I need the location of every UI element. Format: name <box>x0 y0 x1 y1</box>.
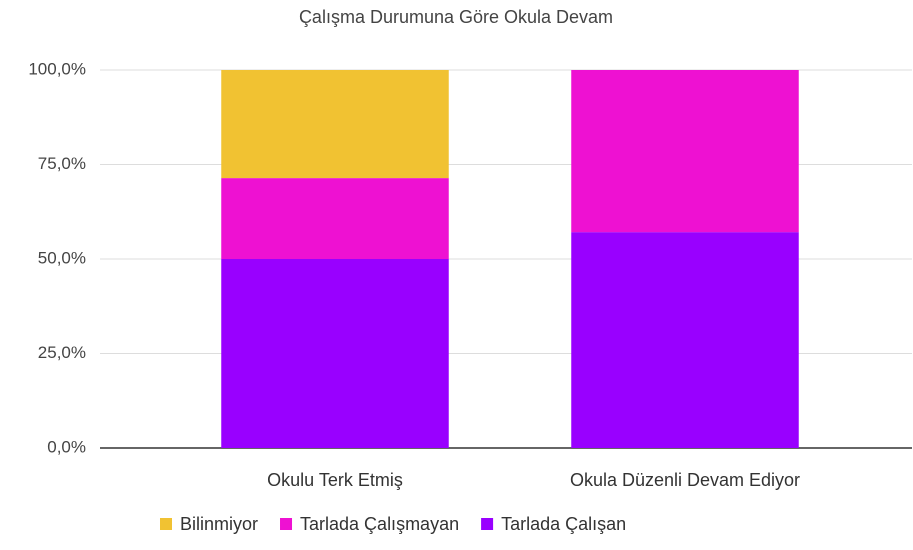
bar-segment <box>571 70 799 233</box>
bar-segment <box>221 259 449 448</box>
bar-segment <box>221 70 449 179</box>
bar-segment <box>221 178 449 259</box>
legend-swatch <box>160 518 172 530</box>
chart-title: Çalışma Durumuna Göre Okula Devam <box>299 7 613 27</box>
x-tick-label: Okulu Terk Etmiş <box>267 470 403 490</box>
y-tick-label: 25,0% <box>38 343 86 362</box>
legend-swatch <box>481 518 494 530</box>
y-tick-label: 50,0% <box>38 248 86 267</box>
legend-label: Tarlada Çalışan <box>501 514 626 534</box>
x-tick-label: Okula Düzenli Devam Ediyor <box>570 470 800 490</box>
y-tick-label: 0,0% <box>47 437 86 456</box>
legend-label: Tarlada Çalışmayan <box>300 514 459 534</box>
bar-segment <box>571 232 799 448</box>
y-tick-label: 100,0% <box>28 59 86 78</box>
legend-swatch <box>280 518 293 530</box>
y-tick-label: 75,0% <box>38 154 86 173</box>
legend-label: Bilinmiyor <box>180 514 258 534</box>
